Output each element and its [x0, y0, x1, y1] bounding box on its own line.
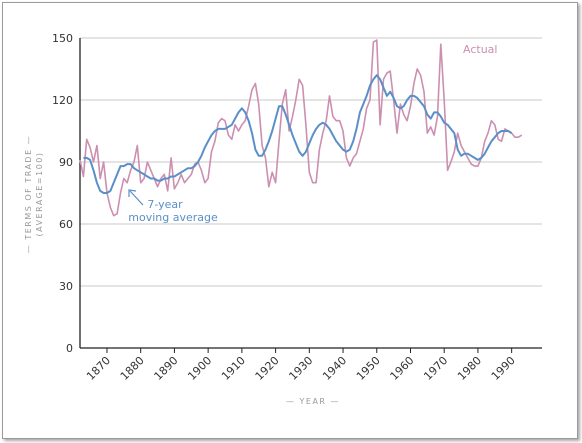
x-tick-label: 1960 [388, 354, 417, 383]
x-tick-label: 1910 [219, 354, 248, 383]
series-label-moving-average-line2: moving average [128, 211, 218, 224]
y-tick-label: 30 [59, 280, 73, 293]
x-tick-label: 1880 [118, 354, 147, 383]
y-tick-label: 60 [59, 218, 73, 231]
x-tick-label: 1930 [286, 354, 315, 383]
gridlines [80, 37, 542, 287]
chart-frame [2, 2, 578, 439]
x-axis-title: — YEAR — [286, 397, 340, 406]
series-label-actual: Actual [463, 43, 497, 56]
y-axis-ticks: 0 30 60 90 120 150 [52, 32, 73, 355]
x-axis-ticks: 1870 1880 1890 1900 1910 1920 1930 1940 1950 1960… [84, 348, 518, 383]
x-tick-label: 1900 [185, 354, 214, 383]
series-line-moving-average [83, 74, 513, 194]
x-tick-label: 1980 [455, 354, 484, 383]
x-tick-label: 1950 [354, 354, 383, 383]
x-tick-label: 1920 [253, 354, 282, 383]
x-tick-label: 1990 [489, 354, 518, 383]
svg-text:— TERMS OF TRADE —: — TERMS OF TRADE — [24, 135, 33, 253]
x-tick-label: 1890 [152, 354, 181, 383]
y-tick-label: 0 [66, 342, 73, 355]
series-label-moving-average-line1: 7-year [147, 198, 183, 211]
x-tick-label: 1970 [421, 354, 450, 383]
y-axis-title: — TERMS OF TRADE — (AVERAGE=100) [24, 135, 44, 253]
y-tick-label: 90 [59, 156, 73, 169]
svg-text:(AVERAGE=100): (AVERAGE=100) [35, 151, 44, 236]
y-tick-label: 120 [52, 94, 73, 107]
x-tick-label: 1940 [320, 354, 349, 383]
x-tick-label: 1870 [84, 354, 113, 383]
moving-average-pointer-arrow [128, 189, 144, 206]
series-line-actual [79, 39, 523, 217]
y-tick-label: 150 [52, 32, 73, 45]
